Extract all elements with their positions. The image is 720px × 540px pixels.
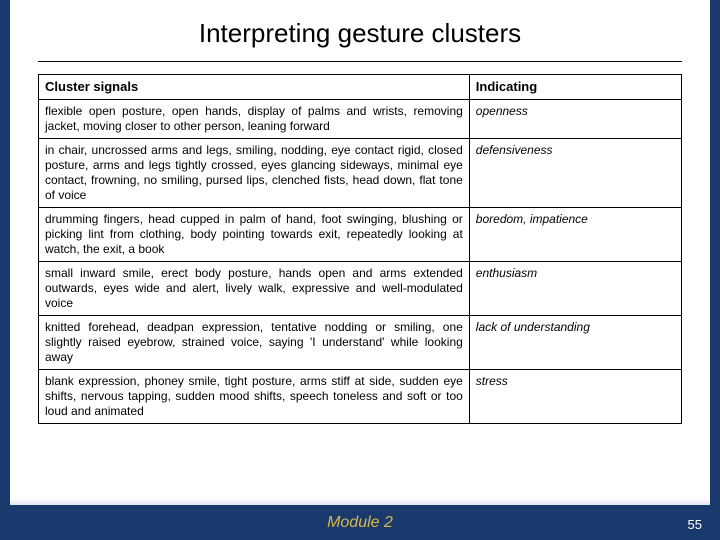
cell-signals: in chair, uncrossed arms and legs, smili… bbox=[39, 139, 470, 208]
table-row: flexible open posture, open hands, displ… bbox=[39, 100, 682, 139]
cell-signals: blank expression, phoney smile, tight po… bbox=[39, 370, 470, 424]
cell-signals: drumming fingers, head cupped in palm of… bbox=[39, 208, 470, 262]
table-row: knitted forehead, deadpan expression, te… bbox=[39, 316, 682, 370]
cell-indicating: lack of understanding bbox=[469, 316, 681, 370]
cell-indicating: stress bbox=[469, 370, 681, 424]
header-signals: Cluster signals bbox=[39, 75, 470, 100]
table-row: drumming fingers, head cupped in palm of… bbox=[39, 208, 682, 262]
cell-indicating: defensiveness bbox=[469, 139, 681, 208]
cell-indicating: boredom, impatience bbox=[469, 208, 681, 262]
gesture-table: Cluster signals Indicating flexible open… bbox=[38, 74, 682, 424]
slide-content: Interpreting gesture clusters Cluster si… bbox=[10, 0, 710, 505]
cell-signals: flexible open posture, open hands, displ… bbox=[39, 100, 470, 139]
cell-indicating: openness bbox=[469, 100, 681, 139]
table-row: in chair, uncrossed arms and legs, smili… bbox=[39, 139, 682, 208]
table-row: blank expression, phoney smile, tight po… bbox=[39, 370, 682, 424]
slide-title: Interpreting gesture clusters bbox=[38, 18, 682, 49]
cell-signals: knitted forehead, deadpan expression, te… bbox=[39, 316, 470, 370]
footer: Module 2 bbox=[0, 505, 720, 540]
header-indicating: Indicating bbox=[469, 75, 681, 100]
table-row: small inward smile, erect body posture, … bbox=[39, 262, 682, 316]
cell-signals: small inward smile, erect body posture, … bbox=[39, 262, 470, 316]
title-divider bbox=[38, 61, 682, 62]
table-header-row: Cluster signals Indicating bbox=[39, 75, 682, 100]
module-label: Module 2 bbox=[327, 514, 393, 532]
page-number: 55 bbox=[688, 517, 702, 532]
cell-indicating: enthusiasm bbox=[469, 262, 681, 316]
